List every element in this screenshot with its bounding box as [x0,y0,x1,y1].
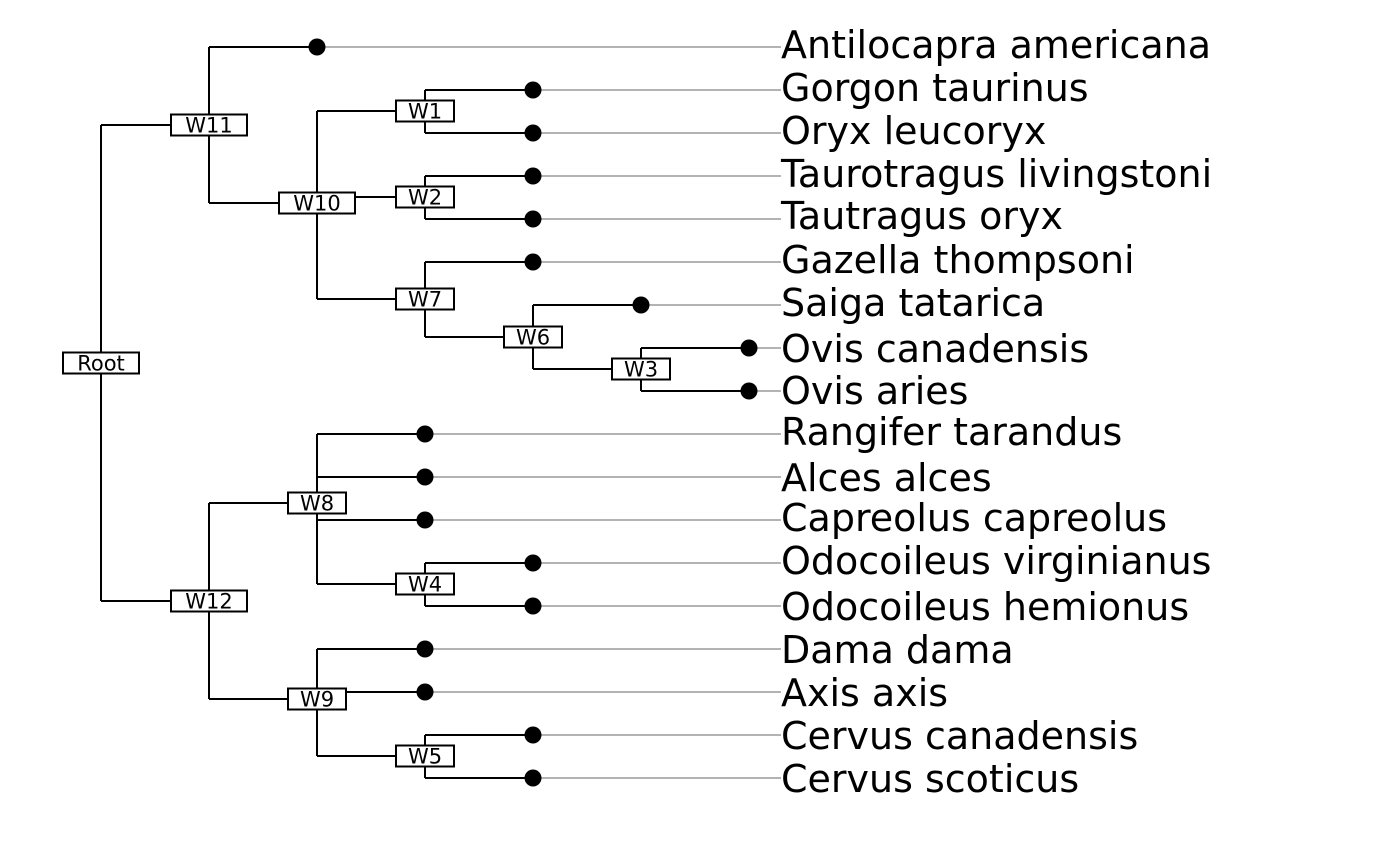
tip-label: Gazella thompsoni [781,238,1135,282]
tip-dot [416,683,434,701]
node-box [611,357,671,381]
node-w4: W4 [395,572,455,597]
tip-dot [524,124,542,142]
tip-label: Alces alces [781,456,992,500]
tip-dot [524,81,542,99]
node-label: W1 [408,100,442,124]
tip-label: Cervus scoticus [781,757,1079,801]
tip-guide-lines [317,46,781,779]
tip-label: Gorgon taurinus [781,66,1089,110]
tip-markers [308,38,758,787]
node-label: W8 [300,492,334,516]
tip-dot [416,468,434,486]
node-label: W5 [408,745,442,769]
node-w9: W9 [287,687,347,712]
node-box [395,185,455,209]
node-box [287,491,347,515]
node-label: W9 [300,688,334,712]
tip-label: Antilocapra americana [781,23,1211,67]
node-box [395,744,455,768]
tip-dot [740,382,758,400]
node-label: W6 [516,326,550,350]
node-box [170,589,248,613]
internal-node-labels: Root W11 W10 W1 W2 W7 W6 W3 W12 W8 W4 W9 W5 [62,99,671,769]
tip-label: Rangifer tarandus [781,410,1122,454]
node-root: Root [62,351,140,376]
node-box [503,325,563,349]
tip-label: Cervus canadensis [781,714,1138,758]
node-label: W4 [408,573,442,597]
node-label: W10 [293,192,341,216]
node-box [395,287,455,311]
tip-label: Ovis canadensis [781,327,1089,371]
node-label: Root [77,352,125,376]
tip-label: Saiga tatarica [781,281,1045,325]
tip-label: Ovis aries [781,369,968,413]
node-box [395,99,455,123]
node-w12: W12 [170,589,248,614]
node-w6: W6 [503,325,563,350]
node-box [278,191,356,215]
node-w7: W7 [395,287,455,312]
tip-dot [524,253,542,271]
node-w1: W1 [395,99,455,124]
node-w5: W5 [395,744,455,769]
tip-label: Tautragus oryx [780,194,1063,238]
tip-dot [524,210,542,228]
tip-label: Odocoileus hemionus [781,585,1189,629]
node-label: W7 [408,288,442,312]
tip-label: Axis axis [781,671,948,715]
node-box [395,572,455,596]
tree-edges [100,46,749,779]
node-label: W11 [185,114,233,138]
node-label: W3 [624,358,658,382]
tip-dot [632,296,650,314]
node-w10: W10 [278,191,356,216]
node-box [287,687,347,711]
node-w8: W8 [287,491,347,516]
tip-dot [740,339,758,357]
tip-label: Oryx leucoryx [781,109,1046,153]
tip-label: Dama dama [781,628,1014,672]
tip-label: Odocoileus virginianus [781,539,1211,583]
tip-dot [524,167,542,185]
node-box [62,351,140,375]
node-label: W2 [408,186,442,210]
tip-dot [416,511,434,529]
tip-dot [416,640,434,658]
tip-dot [524,597,542,615]
tip-label: Taurotragus livingstoni [780,152,1212,196]
tip-dot [416,425,434,443]
node-box [170,113,248,137]
tip-dot [524,769,542,787]
tip-dot [308,38,326,56]
tip-dot [524,726,542,744]
node-w11: W11 [170,113,248,138]
node-w3: W3 [611,357,671,382]
tip-dot [524,554,542,572]
node-w2: W2 [395,185,455,210]
tip-label: Capreolus capreolus [781,496,1167,540]
node-label: W12 [185,590,233,614]
